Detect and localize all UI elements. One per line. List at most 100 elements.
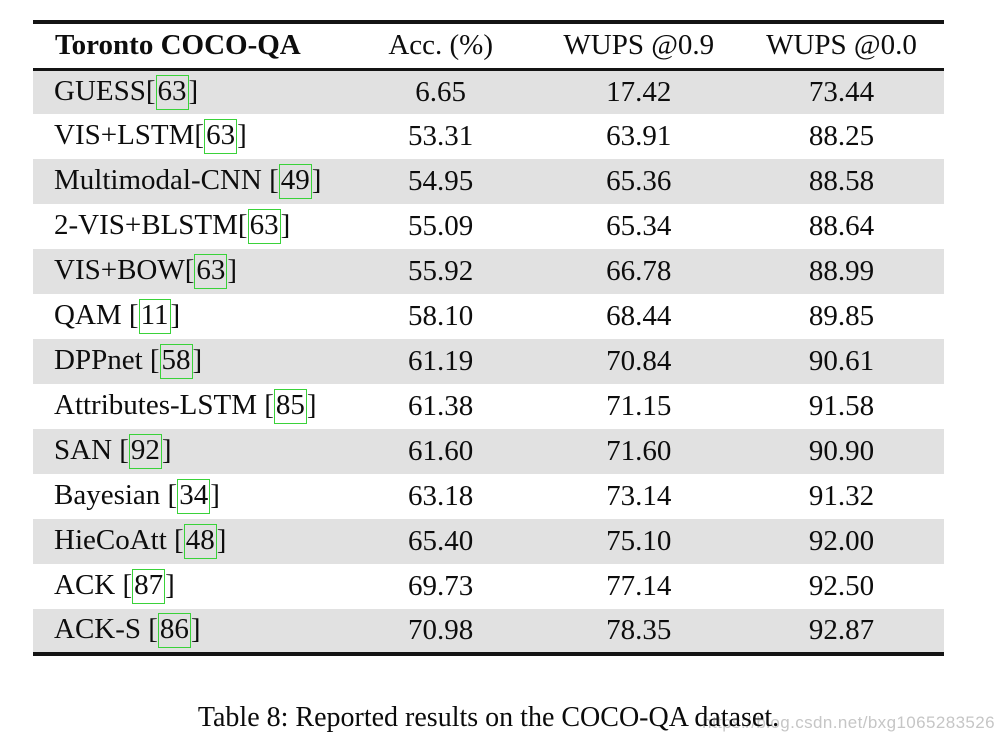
method-name: QAM [ bbox=[54, 299, 139, 332]
wups00-cell: 90.90 bbox=[808, 435, 875, 467]
table-body: GUESS[63] 6.65 17.42 73.44 VIS+LSTM[63] … bbox=[33, 69, 944, 654]
method-name: VIS+BOW[ bbox=[54, 254, 195, 287]
method-cell: HieCoAtt [48] bbox=[33, 519, 343, 564]
accuracy-cell: 61.38 bbox=[408, 390, 474, 422]
closing-bracket: ] bbox=[192, 344, 203, 377]
method-name: DPPnet [ bbox=[54, 344, 160, 377]
closing-bracket: ] bbox=[161, 434, 172, 467]
method-name: ACK [ bbox=[54, 569, 133, 602]
table-caption: Table 8: Reported results on the COCO-QA… bbox=[197, 702, 780, 733]
method-cell: Bayesian [34] bbox=[33, 474, 343, 519]
wups00-cell: 88.58 bbox=[808, 165, 875, 197]
method-cell: Multimodal-CNN [49] bbox=[33, 159, 343, 204]
method-name: GUESS[ bbox=[54, 74, 156, 107]
citation-link[interactable]: 63 bbox=[155, 74, 189, 110]
method-name: Attributes-LSTM [ bbox=[54, 389, 274, 422]
wups09-cell: 63.91 bbox=[606, 120, 672, 152]
citation-link[interactable]: 92 bbox=[128, 434, 162, 469]
column-header-accuracy: Acc. (%) bbox=[388, 29, 493, 62]
method-name: ACK-S [ bbox=[54, 613, 158, 646]
method-cell: QAM [11] bbox=[33, 294, 343, 339]
wups00-cell: 73.44 bbox=[808, 75, 875, 108]
wups09-cell: 65.36 bbox=[606, 165, 672, 197]
closing-bracket: ] bbox=[170, 299, 181, 332]
closing-bracket: ] bbox=[237, 119, 247, 152]
wups09-cell: 78.35 bbox=[606, 614, 672, 646]
table-row: ACK-S [86] 70.98 78.35 92.87 bbox=[33, 609, 944, 654]
column-header-dataset: Toronto COCO-QA bbox=[55, 29, 301, 62]
citation-link[interactable]: 85 bbox=[273, 389, 307, 424]
column-header-wups09: WUPS @0.9 bbox=[563, 29, 715, 62]
wups09-cell: 71.15 bbox=[606, 390, 672, 422]
wups09-cell: 17.42 bbox=[606, 75, 672, 108]
citation-link[interactable]: 58 bbox=[159, 344, 193, 379]
method-name: Multimodal-CNN [ bbox=[54, 164, 279, 197]
wups09-cell: 71.60 bbox=[606, 435, 672, 467]
method-cell: VIS+LSTM[63] bbox=[33, 114, 343, 159]
wups09-cell: 75.10 bbox=[606, 525, 672, 557]
accuracy-cell: 65.40 bbox=[408, 525, 474, 557]
method-cell: VIS+BOW[63] bbox=[33, 249, 343, 294]
wups09-cell: 77.14 bbox=[606, 570, 672, 602]
wups09-cell: 70.84 bbox=[606, 345, 672, 377]
method-name: 2-VIS+BLSTM[ bbox=[54, 209, 248, 242]
closing-bracket: ] bbox=[216, 524, 227, 557]
closing-bracket: ] bbox=[311, 164, 322, 197]
citation-link[interactable]: 34 bbox=[177, 479, 211, 514]
table-row: VIS+LSTM[63] 53.31 63.91 88.25 bbox=[33, 114, 944, 159]
citation-link[interactable]: 48 bbox=[183, 524, 217, 559]
citation-link[interactable]: 49 bbox=[278, 164, 312, 199]
table-row: 2-VIS+BLSTM[63] 55.09 65.34 88.64 bbox=[33, 204, 944, 249]
wups00-cell: 90.61 bbox=[808, 345, 875, 377]
method-cell: DPPnet [58] bbox=[33, 339, 343, 384]
closing-bracket: ] bbox=[227, 254, 238, 287]
table-row: VIS+BOW[63] 55.92 66.78 88.99 bbox=[33, 249, 944, 294]
wups00-cell: 91.32 bbox=[808, 480, 875, 512]
closing-bracket: ] bbox=[306, 389, 317, 422]
accuracy-cell: 54.95 bbox=[408, 165, 474, 197]
wups00-cell: 92.00 bbox=[808, 525, 875, 557]
method-cell: Attributes-LSTM [85] bbox=[33, 384, 343, 429]
accuracy-cell: 69.73 bbox=[408, 570, 474, 602]
results-table-container: Toronto COCO-QA Acc. (%) WUPS @0.9 WUPS … bbox=[33, 20, 944, 656]
accuracy-cell: 63.18 bbox=[408, 480, 474, 512]
wups09-cell: 65.34 bbox=[606, 210, 672, 242]
table-row: Multimodal-CNN [49] 54.95 65.36 88.58 bbox=[33, 159, 944, 204]
wups00-cell: 88.64 bbox=[808, 210, 875, 242]
accuracy-cell: 55.09 bbox=[408, 210, 474, 242]
table-row: DPPnet [58] 61.19 70.84 90.61 bbox=[33, 339, 944, 384]
table-row: QAM [11] 58.10 68.44 89.85 bbox=[33, 294, 944, 339]
wups00-cell: 89.85 bbox=[808, 300, 875, 332]
accuracy-cell: 61.60 bbox=[408, 435, 474, 467]
table-row: ACK [87] 69.73 77.14 92.50 bbox=[33, 564, 944, 609]
citation-link[interactable]: 87 bbox=[132, 569, 166, 604]
column-header-wups00: WUPS @0.0 bbox=[766, 29, 917, 62]
wups09-cell: 68.44 bbox=[606, 300, 672, 332]
accuracy-cell: 55.92 bbox=[408, 255, 474, 287]
method-cell: 2-VIS+BLSTM[63] bbox=[33, 204, 343, 249]
table-row: SAN [92] 61.60 71.60 90.90 bbox=[33, 429, 944, 474]
citation-link[interactable]: 86 bbox=[157, 613, 191, 648]
citation-link[interactable]: 11 bbox=[138, 299, 171, 334]
wups09-cell: 66.78 bbox=[606, 255, 672, 287]
table-row: GUESS[63] 6.65 17.42 73.44 bbox=[33, 69, 944, 114]
accuracy-cell: 61.19 bbox=[408, 345, 474, 377]
csdn-watermark: https://blog.csdn.net/bxg1065283526 bbox=[702, 713, 995, 732]
accuracy-cell: 53.31 bbox=[408, 120, 474, 152]
method-cell: ACK [87] bbox=[33, 564, 343, 609]
citation-link[interactable]: 63 bbox=[247, 209, 281, 244]
wups00-cell: 88.25 bbox=[808, 120, 875, 152]
citation-link[interactable]: 63 bbox=[204, 119, 238, 154]
accuracy-cell: 58.10 bbox=[408, 300, 474, 332]
wups00-cell: 91.58 bbox=[808, 390, 875, 422]
table-row: HieCoAtt [48] 65.40 75.10 92.00 bbox=[33, 519, 944, 564]
citation-link[interactable]: 63 bbox=[194, 254, 228, 289]
method-cell: ACK-S [86] bbox=[33, 609, 343, 654]
table-header: Toronto COCO-QA Acc. (%) WUPS @0.9 WUPS … bbox=[33, 22, 944, 69]
table-row: Bayesian [34] 63.18 73.14 91.32 bbox=[33, 474, 944, 519]
closing-bracket: ] bbox=[210, 479, 220, 512]
method-cell: GUESS[63] bbox=[33, 69, 343, 114]
header-row: Toronto COCO-QA Acc. (%) WUPS @0.9 WUPS … bbox=[33, 22, 944, 69]
closing-bracket: ] bbox=[165, 569, 175, 602]
table-row: Attributes-LSTM [85] 61.38 71.15 91.58 bbox=[33, 384, 944, 429]
